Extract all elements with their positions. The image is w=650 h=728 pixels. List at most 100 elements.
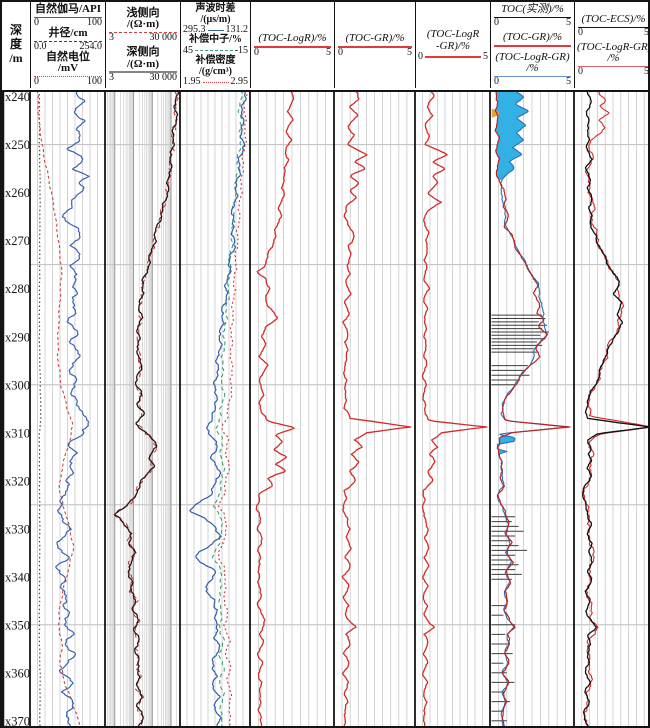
log-curve-density	[217, 90, 248, 726]
scale-line	[195, 50, 233, 52]
track-header-t1: 自然伽马/API 0 100 井径/cm 0.0 254.0 自然电位/mV 0 100	[30, 2, 105, 88]
log-curve-toc-logr-gr-curve	[421, 90, 488, 726]
scale-line	[578, 65, 648, 67]
curve-title-2: /mV	[57, 62, 79, 75]
track-header-t7: TOC(实测)/% 0 5 (TOC-GR)/% (TOC-LogR-GR)/% 0 5	[490, 2, 574, 88]
log-plot: x240 x250 x260 x270 x280 x290 x300 x310 x320 x330…	[2, 90, 648, 726]
curve-scale-block: 深侧向/(Ω·m) 3 30 000	[108, 46, 178, 83]
scale-max: 5	[407, 46, 412, 58]
scale-row: 1.95 2.95	[183, 77, 248, 87]
scale-line	[34, 76, 102, 77]
depth-column-header: 深 度 /m	[2, 2, 30, 88]
curve-title: 声波时差	[195, 3, 236, 14]
scale-max: 131.2	[225, 24, 249, 35]
scale-row: 0 100	[33, 16, 103, 28]
track-header-t8: (TOC-ECS)/% 0 5 (TOC-LogR-GR)/% 0 5	[574, 2, 648, 88]
scale-max: -15	[234, 44, 248, 56]
scale-line	[254, 45, 331, 48]
depth-label: x290	[5, 330, 30, 344]
curve-scale-block: 声波时差/(μs/m) 295.3 131.2	[183, 3, 249, 35]
curve-title: (TOC-ECS)/%	[581, 13, 646, 26]
scale-min: 0	[338, 46, 343, 58]
curve-scale-block: (TOC-LogR)/% 0 5	[253, 33, 332, 58]
depth-label: x250	[5, 138, 30, 152]
scale-min: 0	[254, 46, 259, 58]
curve-title: 自然电位	[46, 50, 90, 63]
curve-difference-fill	[495, 91, 529, 180]
depth-label: x240	[5, 90, 30, 104]
curve-title: (TOC-GR)/%	[345, 32, 405, 45]
curve-title-2: -GR)/%	[435, 39, 471, 52]
curve-title: (TOC-LogR-GR)	[495, 50, 570, 63]
scale-max: 30 000	[149, 32, 178, 43]
scale-max: 5	[483, 51, 488, 63]
scale-max: 5	[326, 46, 331, 58]
curve-title-2: /%	[526, 62, 539, 75]
curve-scale-block: 补偿中子/% 45 -15	[183, 35, 248, 56]
log-curve-caliper	[38, 90, 42, 726]
curve-title-2: /(Ω·m)	[126, 18, 160, 31]
curve-title: 深侧向	[126, 46, 160, 58]
depth-label: x360	[5, 666, 30, 680]
depth-label: x280	[5, 282, 30, 296]
curve-difference-fill	[497, 449, 507, 454]
curve-scale-block: 浅侧向/(Ω·m) 3 30 000	[108, 6, 178, 43]
scale-max: 100	[87, 76, 102, 87]
depth-label: x350	[5, 618, 30, 632]
track-header-t4: (TOC-LogR)/% 0 5	[250, 2, 334, 88]
log-curve-sp	[36, 90, 81, 726]
depth-label: x310	[5, 426, 30, 440]
depth-title-unit: /m	[9, 50, 23, 65]
track-header-t5: (TOC-GR)/% 0 5	[334, 2, 415, 88]
curve-title: 井径/cm	[48, 26, 88, 39]
scale-min: 1.95	[183, 76, 201, 87]
curve-title: TOC(实测)/%	[501, 3, 564, 15]
scale-max: 100	[87, 16, 102, 28]
scale-min: 295.3	[183, 24, 206, 35]
log-curve-sonic	[189, 90, 247, 726]
scale-min: 3	[109, 72, 114, 84]
log-curve-neutron	[211, 90, 244, 726]
scale-max: 5	[566, 76, 571, 87]
curve-title: 浅侧向	[126, 6, 160, 19]
scale-min: 0	[34, 76, 39, 87]
scale-row: 45 -15	[183, 44, 248, 56]
depth-title-char: 度	[9, 37, 22, 52]
scale-row: 3 30 000	[108, 73, 178, 83]
curve-title: (TOC-LogR)/%	[258, 32, 327, 45]
scale-min: 0	[418, 51, 423, 63]
scale-min: 0	[494, 76, 499, 87]
curve-scale-block: TOC(实测)/% 0 5	[493, 3, 572, 28]
curve-scale-block: (TOC-GR)/% 0 5	[337, 33, 413, 58]
log-curve-toc-gr-curve	[341, 90, 412, 726]
log-curve-deep-laterolog	[114, 90, 180, 726]
scale-min: 0.0	[34, 40, 47, 52]
curve-scale-block: (TOC-ECS)/% 0 5	[577, 13, 648, 38]
curve-scale-block: 补偿密度/(g/cm³) 1.95 2.95	[183, 55, 248, 87]
scale-line	[202, 81, 229, 83]
scale-line	[109, 71, 177, 74]
curve-scale-block: 自然伽马/API 0 100	[33, 3, 103, 28]
depth-label: x340	[5, 570, 30, 584]
scale-line	[34, 40, 102, 42]
curve-title: (TOC-LogR	[426, 27, 480, 40]
scale-min: 0	[578, 65, 583, 77]
curve-scale-block: 井径/cm 0.0 254.0	[33, 26, 103, 52]
log-curve-toc-logr-curve	[255, 90, 295, 726]
scale-row: 0 100	[33, 77, 103, 87]
curve-title: 自然伽马/API	[35, 3, 101, 15]
scale-row: 0.0 254.0	[33, 40, 103, 52]
log-curve-t8-red	[581, 90, 648, 726]
curve-title: (TOC-GR)/%	[502, 31, 563, 44]
scale-line	[494, 76, 571, 77]
